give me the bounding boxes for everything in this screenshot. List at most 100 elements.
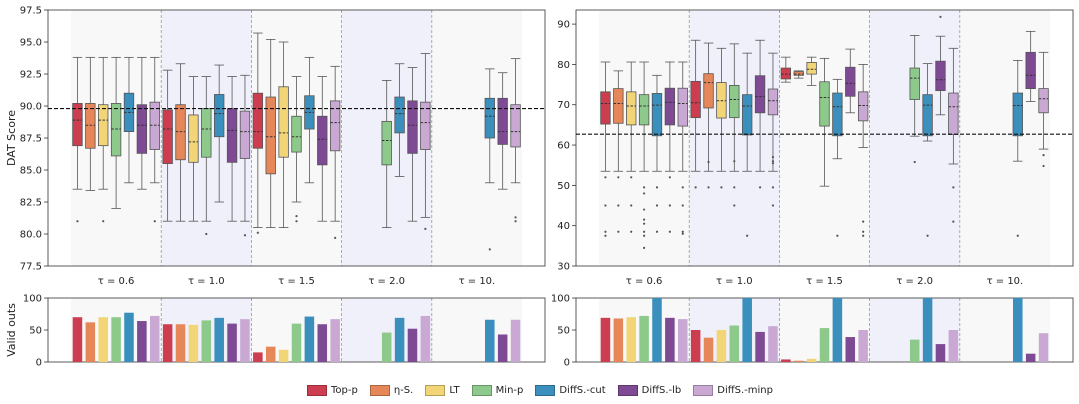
left-dat-score-panel: 77.5 80.0 82.5 85.0 87.5 90.0 92.5 95.0 97.5 τ = … xyxy=(5,6,546,287)
outlier-point xyxy=(630,176,633,179)
legend-item: LT xyxy=(425,384,460,396)
bar-diffs-minp xyxy=(330,319,340,362)
bar-diffs-minp xyxy=(1038,333,1049,362)
legend-item: Min-p xyxy=(471,384,523,396)
y-tick-label: 82.5 xyxy=(20,198,42,209)
box-min-p xyxy=(291,115,302,153)
outlier-point xyxy=(952,186,955,189)
box-diffs-minp xyxy=(857,91,869,122)
bar--s- xyxy=(265,346,276,362)
bar-lt xyxy=(188,324,199,362)
y-tick-label: 100 xyxy=(23,294,42,305)
outlier-point xyxy=(913,160,916,164)
legend-swatch xyxy=(425,384,446,396)
box-diffs-cut xyxy=(394,96,405,134)
group-label: τ = 2.0 xyxy=(896,276,933,287)
legend-item: DiffS.-cut xyxy=(535,384,606,396)
legend-swatch xyxy=(535,384,556,396)
outlier-point xyxy=(643,208,646,211)
outlier-point xyxy=(720,186,723,189)
outlier-point xyxy=(771,186,775,189)
bar-diffs-cut xyxy=(922,298,933,362)
bar--s- xyxy=(85,322,96,362)
legend-swatch xyxy=(693,384,714,396)
y-tick-label: 50 xyxy=(29,326,42,337)
box-top-p xyxy=(72,103,83,147)
right-valid-outs-panel: 0 50 100 xyxy=(551,294,1074,369)
bar-top-p xyxy=(253,352,263,362)
outlier-point xyxy=(694,186,697,189)
y-tick-label: 97.5 xyxy=(20,6,42,17)
box-diffs-cut xyxy=(214,94,225,138)
group-label: τ = 10. xyxy=(459,276,496,287)
bar-diffs-cut xyxy=(652,298,662,362)
group-label: τ = 10. xyxy=(987,276,1024,287)
y-tick-label: 70 xyxy=(557,100,570,111)
outlier-point xyxy=(836,234,839,237)
outlier-point xyxy=(153,220,156,223)
y-tick-label: 85.0 xyxy=(20,166,42,177)
y-tick-label: 80 xyxy=(557,60,570,71)
legend-swatch xyxy=(369,384,390,396)
bar-diffs-minp xyxy=(677,319,688,362)
group-label: τ = 1.0 xyxy=(188,276,225,287)
box--s- xyxy=(265,96,276,175)
box-min-p xyxy=(819,81,830,127)
box-diffs-minp xyxy=(1038,88,1049,114)
left-valid-outs-panel: 0 50 100 Valid outs xyxy=(5,294,546,369)
y-tick-label: 60 xyxy=(557,141,570,152)
box-diffs-lb xyxy=(664,87,676,126)
box-diffs-lb xyxy=(754,75,766,114)
box-min-p xyxy=(381,120,392,166)
bar-diffs-lb xyxy=(227,323,237,362)
outlier-point xyxy=(604,176,607,179)
outlier-point xyxy=(681,204,684,207)
outlier-point xyxy=(643,218,646,221)
group-band xyxy=(959,298,1050,362)
box-min-p xyxy=(110,103,122,157)
legend-label: DiffS.-minp xyxy=(717,384,773,396)
bar-diffs-minp xyxy=(948,330,959,362)
box-diffs-lb xyxy=(407,100,418,154)
box-lt xyxy=(626,91,637,126)
group-band xyxy=(431,10,522,266)
box--s- xyxy=(793,71,804,76)
bar-top-p xyxy=(600,317,611,362)
outlier-point xyxy=(488,248,491,251)
bar-lt xyxy=(716,330,727,362)
y-tick-label: 90 xyxy=(557,20,570,31)
legend-item: DiffS.-lb xyxy=(617,384,681,396)
outlier-point xyxy=(643,246,646,249)
outlier-point xyxy=(681,186,684,189)
box-diffs-cut xyxy=(1012,92,1023,137)
y-tick-label: 0 xyxy=(564,358,570,369)
group-label: τ = 1.0 xyxy=(716,276,753,287)
bar-diffs-lb xyxy=(845,337,856,362)
legend-item: Top-p xyxy=(307,384,358,396)
outlier-point xyxy=(643,234,646,237)
bar-min-p xyxy=(111,317,121,362)
outlier-point xyxy=(643,230,646,233)
legend: Top-p η-S. LT Min-p DiffS.-cut DiffS.-lb DiffS… xyxy=(300,380,780,400)
box--s- xyxy=(703,73,714,109)
outlier-point xyxy=(295,220,298,223)
bar-diffs-cut xyxy=(124,312,134,362)
outlier-point xyxy=(630,230,633,233)
box-top-p xyxy=(780,67,792,80)
outlier-point xyxy=(514,216,517,219)
bar-diffs-lb xyxy=(137,321,147,362)
legend-swatch xyxy=(617,384,638,396)
bar-diffs-cut xyxy=(304,316,315,362)
outlier-point xyxy=(926,234,929,237)
outlier-point xyxy=(1042,164,1045,168)
outlier-point xyxy=(205,232,208,236)
bar-top-p xyxy=(72,317,83,362)
bar-diffs-cut xyxy=(485,319,495,362)
bar-diffs-lb xyxy=(755,331,765,362)
group-label: τ = 2.0 xyxy=(368,276,405,287)
outlier-point xyxy=(733,186,736,189)
group-band xyxy=(959,10,1050,266)
box-diffs-minp xyxy=(948,92,959,135)
box-diffs-cut xyxy=(922,94,933,137)
outlier-point xyxy=(424,227,427,230)
